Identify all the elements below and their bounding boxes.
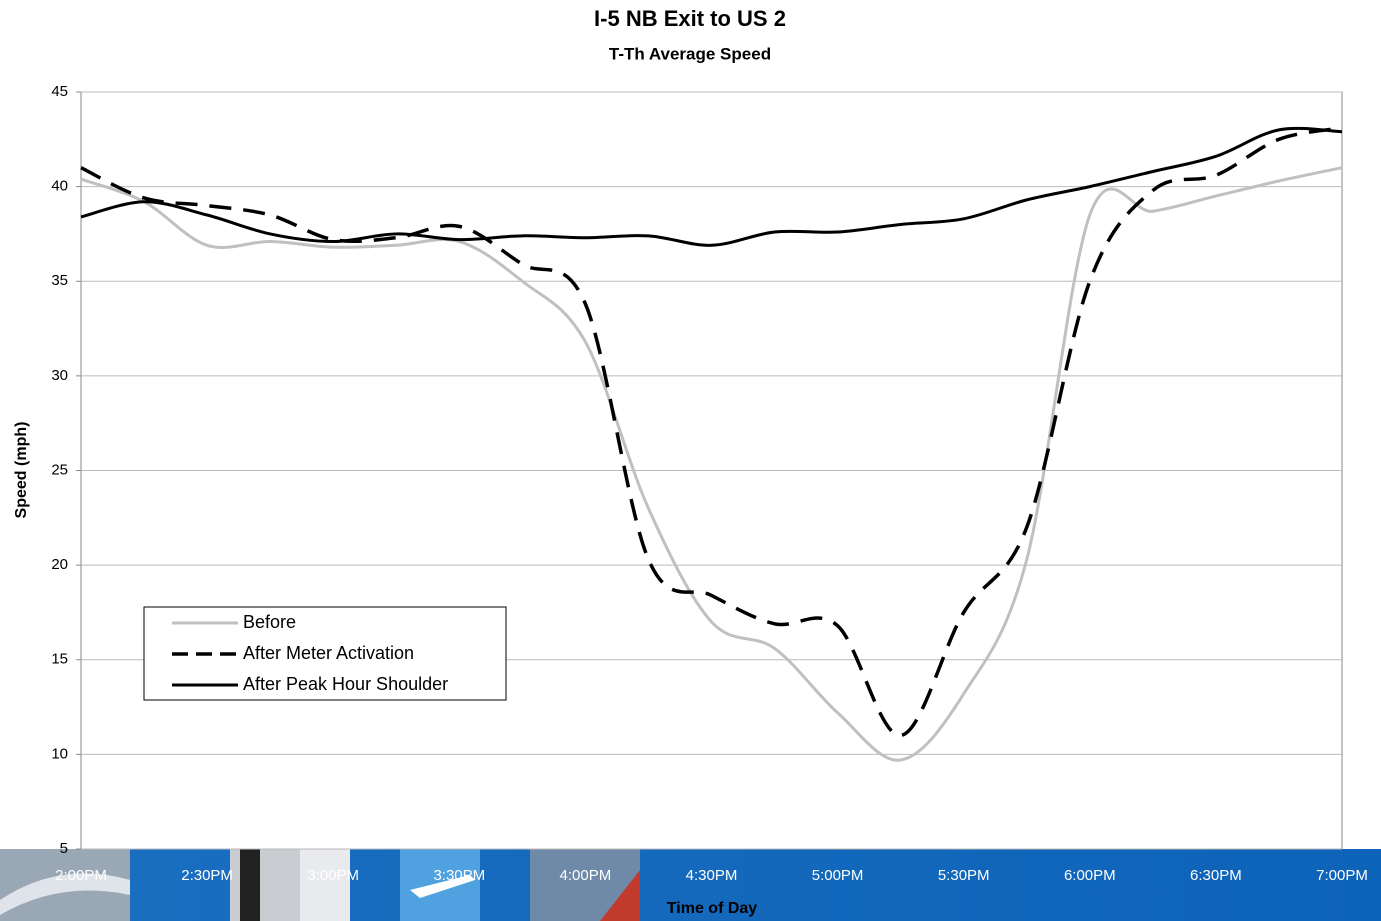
y-tick-label: 30 [51, 367, 68, 384]
x-tick-label: 4:00PM [560, 867, 612, 884]
x-tick-label: 6:00PM [1064, 867, 1116, 884]
series-line [80, 166, 1343, 762]
legend-label: After Meter Activation [243, 643, 414, 663]
y-tick-label: 15 [51, 651, 68, 668]
y-tick-label: 45 [51, 83, 68, 100]
y-tick-label: 20 [51, 556, 68, 573]
y-tick-label: 35 [51, 272, 68, 289]
banner [0, 849, 1381, 921]
series-line [80, 126, 1343, 738]
legend-label: Before [243, 612, 296, 632]
x-tick-label: 2:30PM [181, 867, 233, 884]
y-tick-label: 40 [51, 178, 68, 195]
y-tick-label: 25 [51, 461, 68, 478]
chart-subtitle: T-Th Average Speed [609, 44, 771, 63]
y-tick-label: 5 [60, 840, 68, 857]
x-tick-label: 3:00PM [307, 867, 359, 884]
x-axis-label: Time of Day [667, 900, 758, 917]
chart-title: I-5 NB Exit to US 2 [594, 6, 786, 31]
x-tick-label: 5:00PM [812, 867, 864, 884]
x-tick-label: 2:00PM [55, 867, 107, 884]
x-tick-label: 4:30PM [686, 867, 738, 884]
x-tick-label: 5:30PM [938, 867, 990, 884]
x-tick-label: 6:30PM [1190, 867, 1242, 884]
y-axis-label: Speed (mph) [13, 422, 30, 519]
x-tick-label: 3:30PM [433, 867, 485, 884]
series-line [80, 126, 1343, 247]
legend-label: After Peak Hour Shoulder [243, 674, 448, 694]
x-tick-label: 7:00PM [1316, 867, 1368, 884]
y-tick-label: 10 [51, 745, 68, 762]
